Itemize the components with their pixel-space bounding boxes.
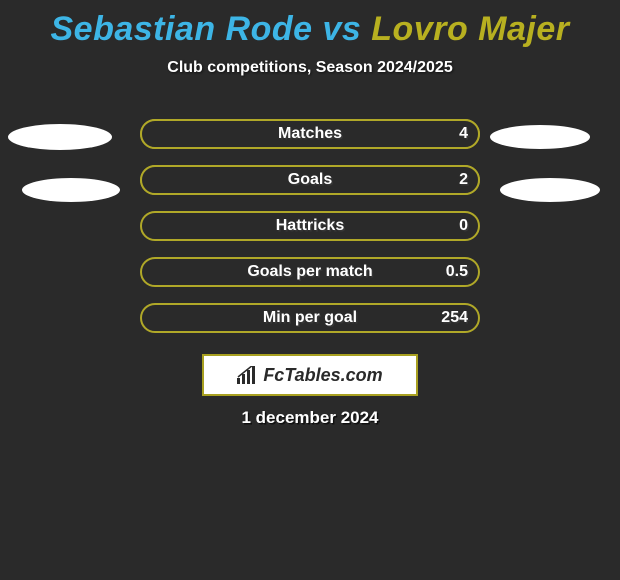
stat-row: Min per goal254 [0, 303, 620, 333]
bar-track [140, 211, 480, 241]
fctables-logo: FcTables.com [202, 354, 418, 396]
subtitle: Club competitions, Season 2024/2025 [0, 59, 620, 77]
chart-icon [237, 366, 257, 384]
date-label: 1 december 2024 [0, 408, 620, 428]
decorative-ellipse [8, 124, 112, 150]
decorative-ellipse [22, 178, 120, 202]
player1-name: Sebastian Rode [50, 10, 312, 48]
bar-track [140, 165, 480, 195]
logo-text: FcTables.com [263, 365, 382, 386]
comparison-bars: Matches4Goals2Hattricks0Goals per match0… [0, 119, 620, 333]
bar-track [140, 257, 480, 287]
bar-track [140, 303, 480, 333]
player2-name: Lovro Majer [371, 10, 569, 48]
decorative-ellipse [500, 178, 600, 202]
stat-row: Goals per match0.5 [0, 257, 620, 287]
vs-text: vs [313, 10, 372, 48]
bar-track [140, 119, 480, 149]
decorative-ellipse [490, 125, 590, 149]
stat-row: Hattricks0 [0, 211, 620, 241]
page-title: Sebastian Rode vs Lovro Majer [0, 0, 620, 49]
